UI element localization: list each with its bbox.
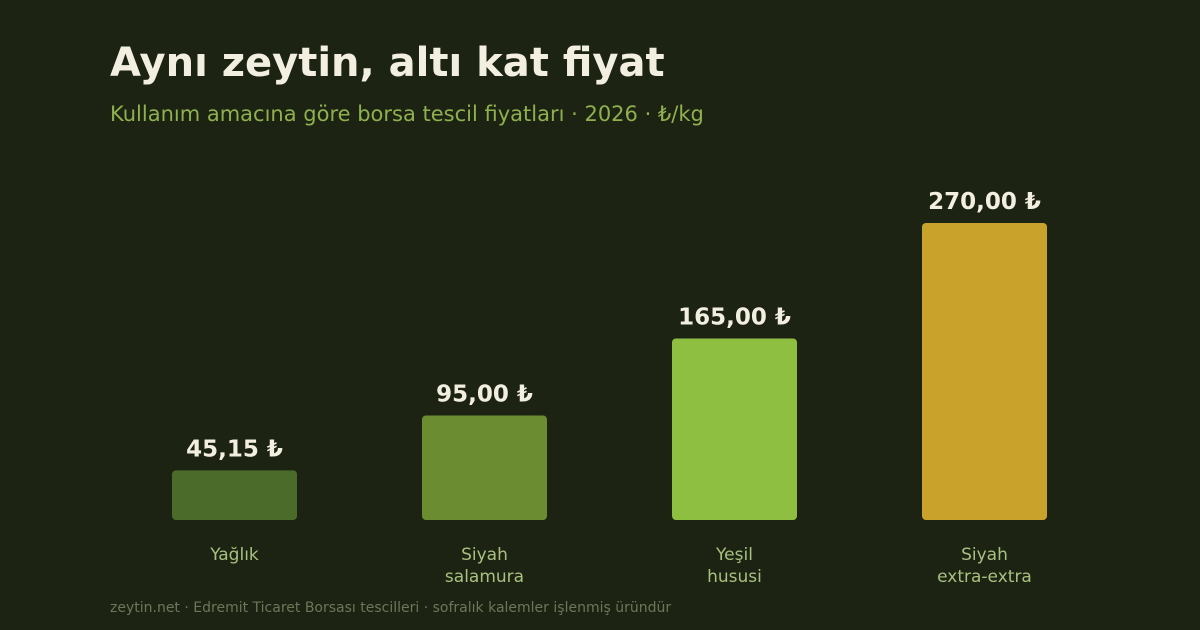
bar-3 [672,338,797,520]
value-label-1: 45,15 ₺ [186,436,283,462]
category-label-2-line-1: Siyah [461,545,508,565]
category-label-2-line-2: salamura [445,567,524,587]
value-label-2: 95,00 ₺ [436,382,533,408]
chart-subtitle: Kullanım amacına göre borsa tescil fiyat… [110,102,704,126]
chart-title: Aynı zeytin, altı kat fiyat [110,40,665,86]
category-label-4-line-2: extra-extra [937,567,1032,587]
value-label-4: 270,00 ₺ [928,189,1041,215]
category-label-3-line-1: Yeşil [715,545,753,565]
source-note: zeytin.net · Edremit Ticaret Borsası tes… [110,600,672,616]
bar-1 [172,470,297,520]
category-label-1: Yağlık [209,545,259,565]
bar-2 [422,415,547,520]
category-label-3-line-2: hususi [707,567,762,587]
category-label-4-line-1: Siyah [961,545,1008,565]
bar-4 [922,223,1047,520]
value-label-3: 165,00 ₺ [678,305,791,331]
